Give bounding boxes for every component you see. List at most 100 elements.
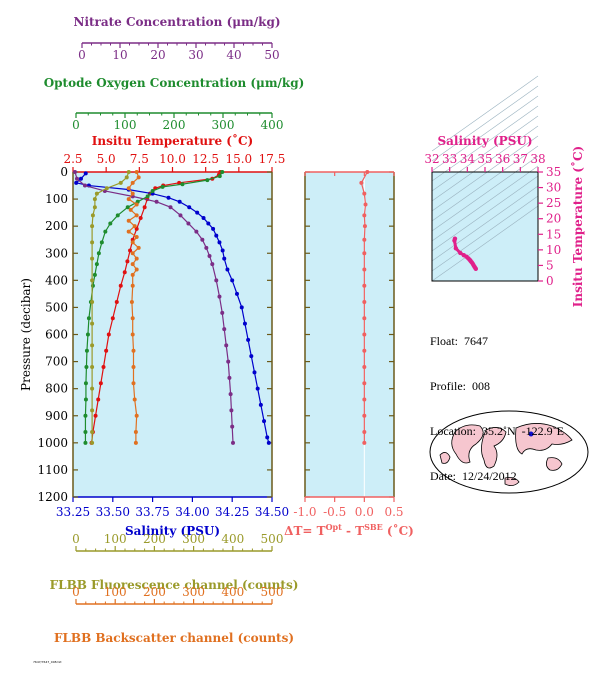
map-land (481, 427, 507, 469)
oxygen-tick-label: 0 (72, 118, 80, 132)
flbb-backscatter-point (136, 175, 141, 180)
dt-point (362, 413, 367, 418)
dt-tick-label: 0.5 (384, 505, 403, 519)
flbb-fluorescence-point (90, 365, 95, 369)
nitrate-tick-label: 20 (150, 48, 165, 62)
flbb-backscatter-point (130, 262, 135, 267)
salinity-tick-label: 34.25 (215, 505, 249, 519)
pressure-tick-label: 500 (45, 300, 68, 314)
temperature-tick-label: 15.0 (225, 152, 252, 166)
salinity-point (220, 248, 225, 253)
insitu-temperature-point (98, 381, 103, 386)
flbb-backscatter-point (133, 440, 138, 445)
optode-oxygen-point (90, 283, 95, 288)
optode-oxygen-point (150, 188, 155, 193)
map-land (504, 477, 520, 486)
flbb-backscatter-point (136, 245, 141, 250)
flbb-backscatter-point (130, 251, 135, 256)
optode-oxygen-point (85, 332, 90, 337)
ts-isopycnal (431, 85, 539, 162)
ts-isopycnals (431, 75, 539, 282)
flbb-fluorescence-point (104, 186, 109, 191)
fluorescence-tick-label: 300 (182, 532, 205, 546)
flbb-backscatter-point (130, 272, 135, 277)
nitrate-point (228, 392, 233, 397)
insitu-temperature-point (96, 397, 101, 402)
optode-oxygen-point (103, 229, 108, 234)
optode-oxygen-point (96, 251, 101, 256)
optode-oxygen-point (92, 272, 97, 277)
flbb-backscatter-point (130, 240, 135, 245)
dt-label-part: - T (342, 524, 364, 538)
nitrate-tick-label: 40 (226, 48, 241, 62)
ts-temperature-tick-label: 10 (546, 243, 561, 257)
ts-isopycnal (431, 155, 539, 232)
flbb-backscatter-point (130, 180, 135, 185)
nitrate-point (210, 262, 215, 267)
flbb-backscatter-point (133, 430, 138, 434)
backscatter-tick-label: 200 (143, 585, 166, 599)
ts-temperature-axis-label: Insitu Temperature (˚C) (570, 146, 585, 307)
info-location: Location: 35.2˚N -122.9˚E (430, 424, 564, 438)
salinity-point (262, 419, 267, 424)
dt-panel-bg (305, 172, 394, 497)
optode-oxygen-point (83, 381, 88, 386)
dt-point (362, 213, 367, 218)
optode-oxygen-point (83, 397, 88, 402)
dt-point (365, 170, 370, 174)
ts-temperature-tick-label: 25 (546, 196, 561, 210)
backscatter-tick-label: 400 (221, 585, 244, 599)
salinity-point (225, 267, 230, 272)
salinity-point (201, 216, 206, 221)
info-date: Date: 12/24/2012 (430, 469, 517, 483)
dt-point (362, 224, 367, 229)
salinity-point (258, 402, 263, 407)
flbb-fluorescence-point (126, 170, 131, 174)
ts-temperature-tick-label: 30 (546, 181, 561, 195)
flbb-backscatter-point (131, 365, 136, 369)
pressure-tick-label: 700 (45, 355, 68, 369)
backscatter-tick-label: 0 (72, 585, 80, 599)
ts-salinity-tick-label: 38 (530, 152, 545, 166)
ts-salinity-tick-label: 32 (424, 152, 439, 166)
dt-point (362, 430, 367, 434)
flbb-fluorescence-point (90, 213, 95, 218)
dt-label-part: Opt (326, 522, 343, 532)
info-float: Float: 7647 (430, 334, 489, 348)
dt-point (362, 348, 367, 353)
salinity-point (187, 205, 192, 210)
dt-point (362, 251, 367, 256)
ts-isopycnal (431, 135, 539, 212)
flbb-backscatter-point (130, 283, 135, 288)
pressure-tick-label: 1000 (37, 436, 68, 450)
ts-point (473, 266, 479, 272)
nitrate-point (220, 310, 225, 315)
map-land (451, 424, 484, 464)
dt-tick-label: 0.0 (355, 505, 374, 519)
fluorescence-tick-label: 400 (221, 532, 244, 546)
salinity-point (239, 305, 244, 310)
insitu-temperature-point (122, 270, 127, 275)
salinity-point (265, 435, 270, 440)
temperature-tick-label: 7.5 (130, 152, 149, 166)
dt-label-part: SBE (364, 522, 383, 532)
salinity-point (249, 354, 254, 359)
nitrate-point (230, 424, 235, 429)
flbb-backscatter-point (126, 218, 131, 223)
oxygen-tick-label: 300 (212, 118, 235, 132)
flbb-backscatter-point (134, 267, 139, 272)
backscatter-tick-label: 100 (104, 585, 127, 599)
nitrate-tick-label: 30 (188, 48, 203, 62)
flbb-backscatter-point (130, 316, 135, 321)
map-float-marker (528, 431, 534, 437)
optode-oxygen-point (94, 262, 99, 267)
salinity-point (195, 210, 200, 215)
optode-oxygen-point (86, 316, 91, 321)
flbb-fluorescence-point (90, 321, 95, 326)
pressure-tick-label: 600 (45, 328, 68, 342)
insitu-temperature-point (138, 216, 143, 221)
insitu-temperature-point (93, 413, 98, 418)
dt-point (362, 397, 367, 402)
optode-oxygen-point (83, 430, 88, 434)
